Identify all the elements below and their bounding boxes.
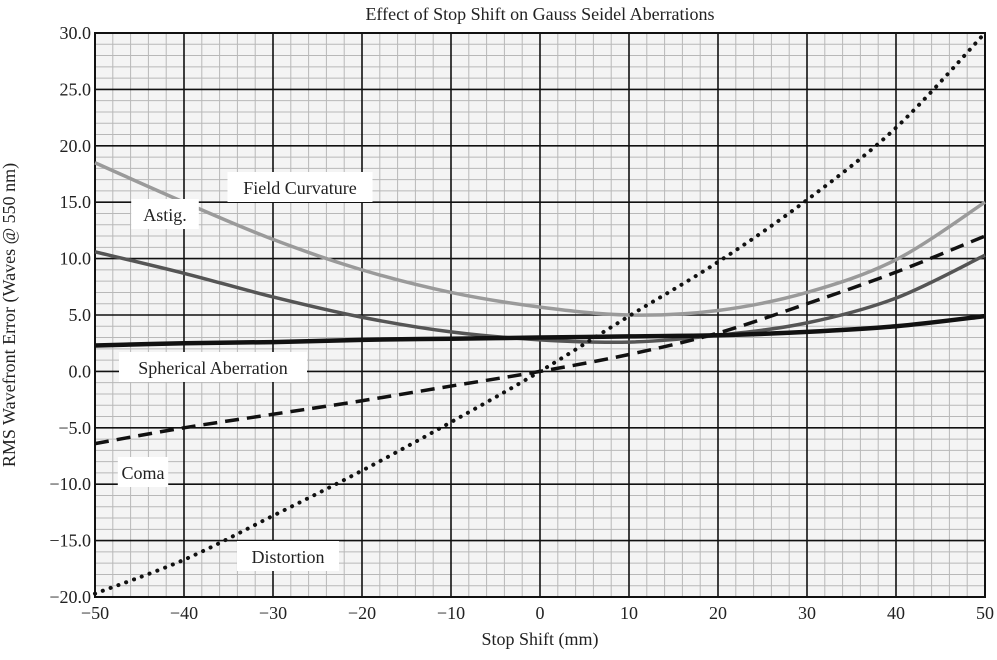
chart-title: Effect of Stop Shift on Gauss Seidel Abe… bbox=[365, 4, 714, 24]
series-line-astig bbox=[94, 250, 986, 345]
annotation-background bbox=[227, 172, 373, 202]
series-group bbox=[93, 31, 987, 596]
x-tick-label: 50 bbox=[976, 603, 994, 623]
y-tick-label: 15.0 bbox=[60, 192, 92, 212]
annotation-label: Distortion bbox=[251, 547, 324, 567]
y-tick-label: 0.0 bbox=[69, 361, 92, 381]
x-tick-label: 10 bbox=[620, 603, 638, 623]
annotation-group: Field Curvature Astig. Spherical Aberratio… bbox=[117, 172, 373, 571]
series-line-spherical-aberration bbox=[94, 313, 986, 348]
grid bbox=[94, 32, 986, 598]
annotation-background bbox=[119, 352, 307, 382]
annotation-background bbox=[237, 541, 339, 571]
annotation-background bbox=[131, 199, 199, 229]
series-line-field-curvature bbox=[94, 161, 986, 317]
x-tick-label: −40 bbox=[170, 603, 198, 623]
x-axis-label: Stop Shift (mm) bbox=[481, 629, 598, 650]
annotation-background bbox=[117, 457, 169, 487]
y-tick-label: −15.0 bbox=[49, 531, 91, 551]
annotation-label: Astig. bbox=[143, 205, 187, 225]
annotation-label: Field Curvature bbox=[243, 178, 356, 198]
annotation-label: Coma bbox=[122, 463, 165, 483]
y-tick-label: 10.0 bbox=[60, 249, 92, 269]
y-axis-label: RMS Wavefront Error (Waves @ 550 nm) bbox=[0, 163, 20, 467]
plot-border bbox=[94, 32, 986, 598]
x-tick-label: 20 bbox=[709, 603, 727, 623]
annotation-label: Spherical Aberration bbox=[138, 358, 287, 378]
x-tick-label: 40 bbox=[887, 603, 905, 623]
x-tick-label: 30 bbox=[798, 603, 816, 623]
tick-labels: −50 −40 −30 −20 −10 0 10 20 30 40 50 30.0 25.0 20.0 15… bbox=[49, 23, 994, 623]
series-line-distortion bbox=[93, 31, 987, 596]
x-tick-label: −10 bbox=[437, 603, 465, 623]
y-tick-label: −5.0 bbox=[58, 418, 91, 438]
y-tick-label: 30.0 bbox=[60, 23, 92, 43]
x-tick-label: 0 bbox=[536, 603, 545, 623]
x-tick-label: −50 bbox=[81, 603, 109, 623]
x-tick-label: −30 bbox=[259, 603, 287, 623]
y-tick-label: −20.0 bbox=[49, 587, 91, 607]
y-tick-label: 20.0 bbox=[60, 136, 92, 156]
y-tick-label: −10.0 bbox=[49, 474, 91, 494]
x-tick-label: −20 bbox=[348, 603, 376, 623]
y-tick-label: 5.0 bbox=[69, 305, 92, 325]
y-tick-label: 25.0 bbox=[60, 79, 92, 99]
